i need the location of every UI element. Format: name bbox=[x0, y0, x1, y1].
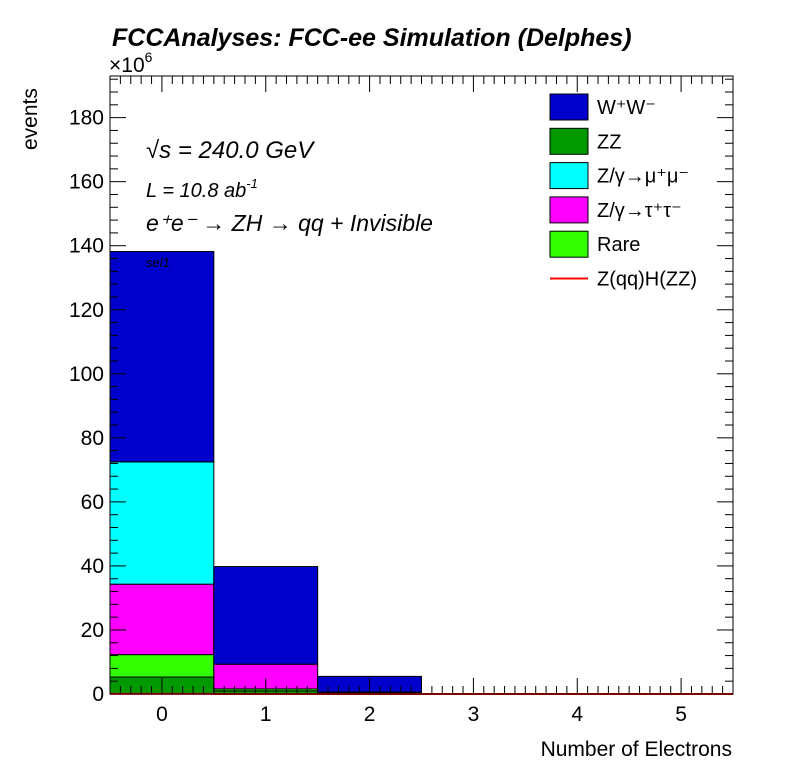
y-tick-label-60: 60 bbox=[81, 491, 104, 514]
y-tick-label-0: 0 bbox=[92, 683, 104, 706]
legend-label-5: Z(qq)H(ZZ) bbox=[597, 269, 697, 291]
bars-layer bbox=[109, 250, 422, 695]
y-axis-label: events bbox=[19, 88, 42, 150]
x-tick-label-2: 2 bbox=[364, 703, 376, 726]
legend-label-1: ZZ bbox=[597, 131, 621, 153]
x-axis-label: Number of Electrons bbox=[541, 738, 732, 761]
bar-0-series-1 bbox=[109, 654, 215, 678]
legend-swatch-1 bbox=[549, 127, 589, 155]
bar-0-series-3 bbox=[109, 461, 215, 585]
y-tick-label-120: 120 bbox=[69, 299, 104, 322]
legend-label-0: W⁺W⁻ bbox=[597, 97, 656, 119]
legend-swatch-3 bbox=[549, 196, 589, 224]
x-tick-label-3: 3 bbox=[468, 703, 480, 726]
y-tick-label-140: 140 bbox=[69, 235, 104, 258]
bar-0-series-2 bbox=[109, 583, 215, 656]
y-multiplier: ×106 bbox=[109, 49, 153, 77]
x-tick-label-1: 1 bbox=[260, 703, 272, 726]
x-tick-label-0: 0 bbox=[156, 703, 168, 726]
legend-swatch-0 bbox=[549, 93, 589, 121]
legend-swatch-4 bbox=[549, 230, 589, 258]
legend-label-3: Z/γ→τ⁺τ⁻ bbox=[597, 200, 682, 222]
annotation-block: √s = 240.0 GeV L = 10.8 ab-1 e⁺e⁻ → ZH →… bbox=[146, 137, 433, 270]
y-tick-label-20: 20 bbox=[81, 619, 104, 642]
x-axis-ticks: 0 1 2 3 4 5 bbox=[109, 76, 734, 726]
lumi-annotation: L = 10.8 ab-1 bbox=[146, 176, 258, 202]
bar-1-series-4 bbox=[213, 566, 319, 665]
x-tick-label-4: 4 bbox=[571, 703, 583, 726]
legend-swatch-2 bbox=[549, 162, 589, 190]
y-tick-label-180: 180 bbox=[69, 107, 104, 130]
selection-annotation: sel1 bbox=[146, 255, 170, 270]
y-tick-label-80: 80 bbox=[81, 427, 104, 450]
legend-label-4: Rare bbox=[597, 234, 640, 256]
legend-label-2: Z/γ→μ⁺μ⁻ bbox=[597, 166, 689, 188]
y-tick-label-160: 160 bbox=[69, 171, 104, 194]
bar-0-series-4 bbox=[109, 250, 215, 463]
energy-annotation: √s = 240.0 GeV bbox=[146, 137, 315, 164]
legend: W⁺W⁻ ZZ Z/γ→μ⁺μ⁻ Z/γ→τ⁺τ⁻ Rare Z(qq)H(ZZ) bbox=[549, 93, 697, 291]
y-tick-label-100: 100 bbox=[69, 363, 104, 386]
y-tick-label-40: 40 bbox=[81, 555, 104, 578]
process-annotation: e⁺e⁻ → ZH → qq + Invisible bbox=[146, 210, 433, 236]
y-axis-ticks: 0 20 40 60 80 100 120 140 160 180 bbox=[69, 78, 733, 706]
chart-title: FCCAnalyses: FCC-ee Simulation (Delphes) bbox=[112, 24, 632, 52]
x-tick-label-5: 5 bbox=[675, 703, 687, 726]
